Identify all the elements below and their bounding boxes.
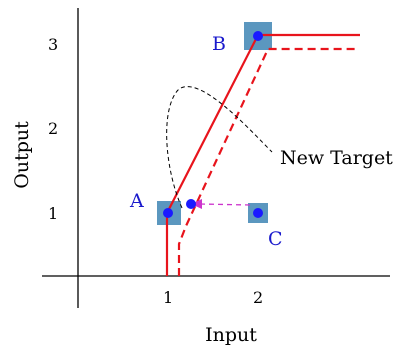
y-axis-title: Output bbox=[11, 121, 33, 189]
point-b-dot bbox=[253, 31, 263, 41]
new-target-dot bbox=[186, 199, 196, 209]
point-a-dot bbox=[163, 208, 173, 218]
x-tick-label: 1 bbox=[163, 288, 173, 307]
arrow-head-icon bbox=[191, 199, 202, 209]
y-tick-label: 2 bbox=[48, 119, 58, 138]
point-c-label: C bbox=[268, 228, 283, 250]
original-curve bbox=[165, 33, 360, 276]
shifted-curve bbox=[177, 47, 356, 276]
point-b-label: B bbox=[212, 33, 226, 55]
shift-arrow bbox=[199, 203, 251, 206]
point-a-label: A bbox=[129, 190, 144, 212]
x-axis-title: Input bbox=[205, 324, 257, 346]
new-target-curve bbox=[166, 86, 273, 209]
x-tick-label: 2 bbox=[253, 288, 263, 307]
y-tick-label: 1 bbox=[48, 204, 58, 223]
new-target-label: New Target bbox=[280, 147, 393, 169]
y-tick-label: 3 bbox=[48, 35, 58, 54]
point-c-dot bbox=[253, 208, 263, 218]
